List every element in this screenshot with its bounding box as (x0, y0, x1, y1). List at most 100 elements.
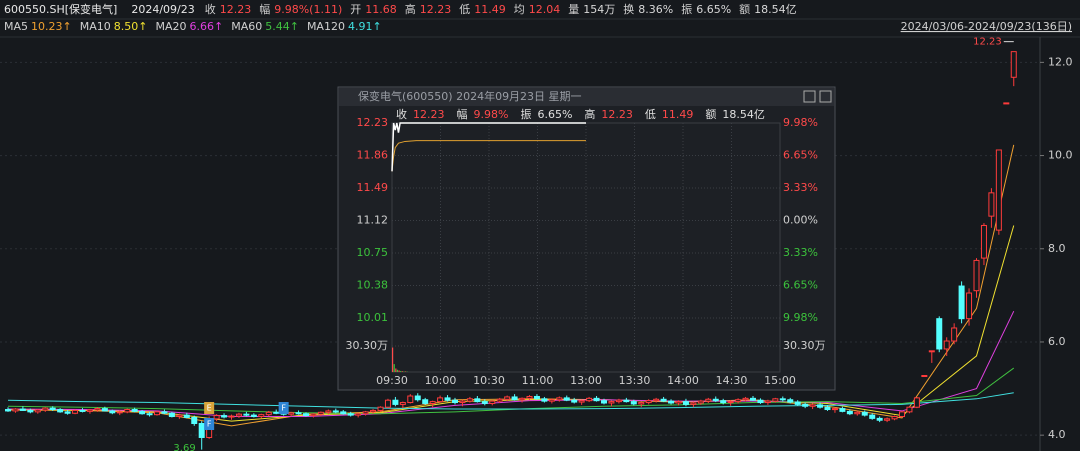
volume-bar (392, 347, 394, 372)
price-tick-label: 10.75 (357, 246, 389, 259)
y-tick-label: 6.0 (1048, 335, 1066, 348)
field-value: 9.98%(1.11) (274, 3, 342, 16)
field-label: 高 (584, 107, 595, 121)
popup-button[interactable] (803, 90, 816, 103)
field-value: 154万 (583, 3, 615, 16)
candle-body (340, 411, 347, 415)
event-marker (204, 418, 215, 430)
candle-body (533, 395, 540, 400)
candle-body (72, 409, 79, 414)
candle-body (899, 411, 905, 418)
candle-body (772, 398, 779, 402)
candle-body (49, 407, 56, 411)
candle-body (601, 400, 607, 404)
candle-body (757, 399, 764, 404)
field-value: 12.23 (601, 108, 633, 121)
candle-body (64, 411, 71, 414)
ma-value: 5.44↑ (265, 20, 299, 33)
candle-body (578, 400, 585, 403)
candle-body (742, 397, 749, 401)
field-value: 6.65% (696, 3, 731, 16)
candle-body (645, 400, 652, 404)
candle-body (452, 399, 458, 404)
popup-titlebar (339, 88, 834, 106)
price-tick-label: 12.23 (357, 116, 389, 129)
avg-line (391, 140, 586, 172)
candle-body (936, 318, 943, 350)
field-label: 换 (623, 2, 634, 16)
vol-tick-label: 30.30万 (783, 339, 826, 352)
candle-body (623, 399, 630, 403)
candle-body (5, 409, 11, 412)
candle-body (57, 409, 64, 413)
candle-body (668, 400, 675, 404)
candle-body (265, 411, 272, 416)
candle-body (869, 414, 876, 419)
candle-body (347, 413, 354, 416)
field-value: 11.49 (474, 3, 506, 16)
candle-body (332, 410, 339, 413)
field-label: 开 (350, 3, 361, 16)
candle-body (831, 408, 838, 411)
candle-body (116, 411, 123, 414)
candle-body (802, 403, 809, 407)
candle-body (861, 411, 868, 416)
time-tick-label: 11:00 (522, 374, 554, 387)
stock-code: 600550.SH[保变电气] (4, 2, 117, 16)
candle-body (429, 401, 436, 404)
candle-body (764, 400, 771, 404)
time-tick-label: 14:00 (667, 374, 699, 387)
candle-body (295, 412, 302, 415)
pct-tick-label: 0.00% (783, 214, 818, 227)
candle-body (221, 415, 228, 418)
ma-value: 8.50↑ (114, 20, 148, 33)
candle-body (511, 396, 518, 401)
candle-body (19, 408, 26, 411)
field-label: 幅 (259, 3, 270, 16)
date-range[interactable]: 2024/03/06-2024/09/23(136日) (901, 20, 1072, 33)
candle-body (191, 416, 198, 425)
y-tick-label: 4.0 (1048, 428, 1066, 441)
candle-body (526, 395, 533, 399)
candle-body (437, 397, 444, 403)
candle-body (593, 397, 600, 402)
candle-body (1003, 102, 1010, 105)
field-label: 均 (514, 3, 525, 16)
price-tick-label: 11.86 (357, 149, 389, 162)
popup-button[interactable] (819, 90, 832, 103)
candle-body (422, 399, 429, 404)
volume-bar (395, 368, 397, 372)
candle-body (86, 409, 93, 412)
candle-body (921, 375, 928, 378)
candle-body (34, 409, 41, 413)
candle-body (235, 413, 242, 417)
candle-body (556, 397, 563, 401)
field-value: 11.49 (662, 108, 694, 121)
candle-body (94, 408, 101, 411)
price-tick-label: 11.49 (357, 181, 389, 194)
candle-body (101, 408, 108, 412)
candle-body (750, 397, 756, 401)
candle-body (198, 423, 205, 438)
candle-body (541, 398, 548, 402)
candle-body (168, 412, 175, 418)
ma-name: MA5 (4, 20, 28, 33)
last-price-label: 12.23 (973, 37, 1002, 48)
time-tick-label: 14:30 (716, 374, 748, 387)
time-tick-label: 10:00 (425, 374, 457, 387)
candle-body (489, 400, 496, 404)
volume-bar (403, 371, 405, 372)
candle-body (653, 398, 660, 402)
candle-body (586, 397, 593, 402)
field-label: 高 (405, 2, 416, 16)
candle-body (682, 401, 689, 405)
candle-body (839, 408, 846, 412)
candle-body (1010, 51, 1017, 78)
candle-body (906, 406, 913, 413)
candle-body (504, 396, 511, 400)
candle-body (131, 409, 138, 412)
volume-bar (400, 370, 402, 372)
pct-tick-label: 9.98% (783, 311, 818, 324)
